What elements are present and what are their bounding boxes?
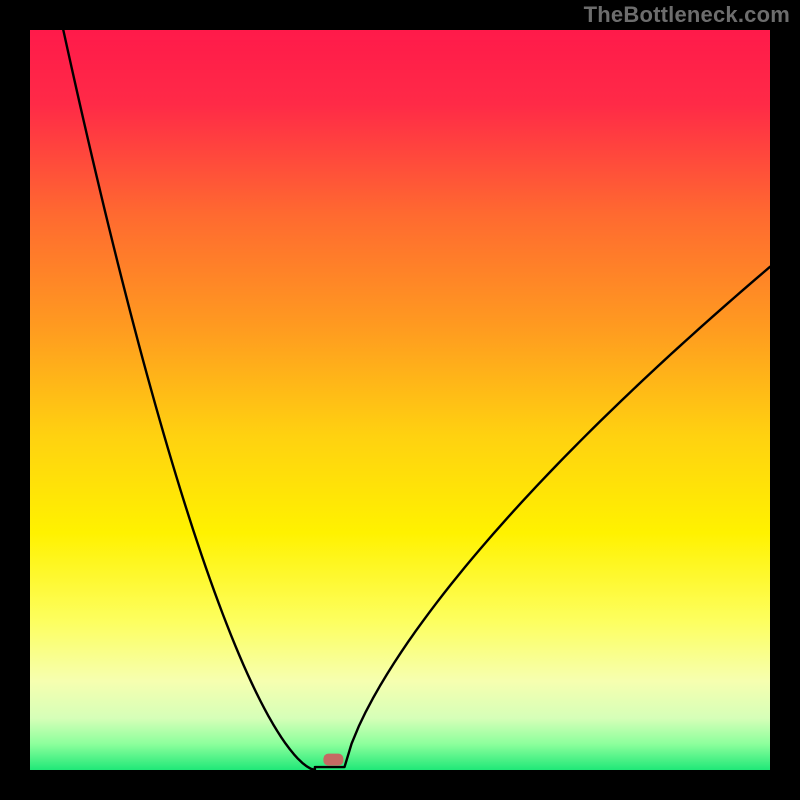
chart-frame: TheBottleneck.com (0, 0, 800, 800)
plot-background (30, 30, 770, 770)
optimal-point-marker (323, 754, 343, 766)
watermark-text: TheBottleneck.com (584, 2, 790, 28)
bottleneck-chart (0, 0, 800, 800)
